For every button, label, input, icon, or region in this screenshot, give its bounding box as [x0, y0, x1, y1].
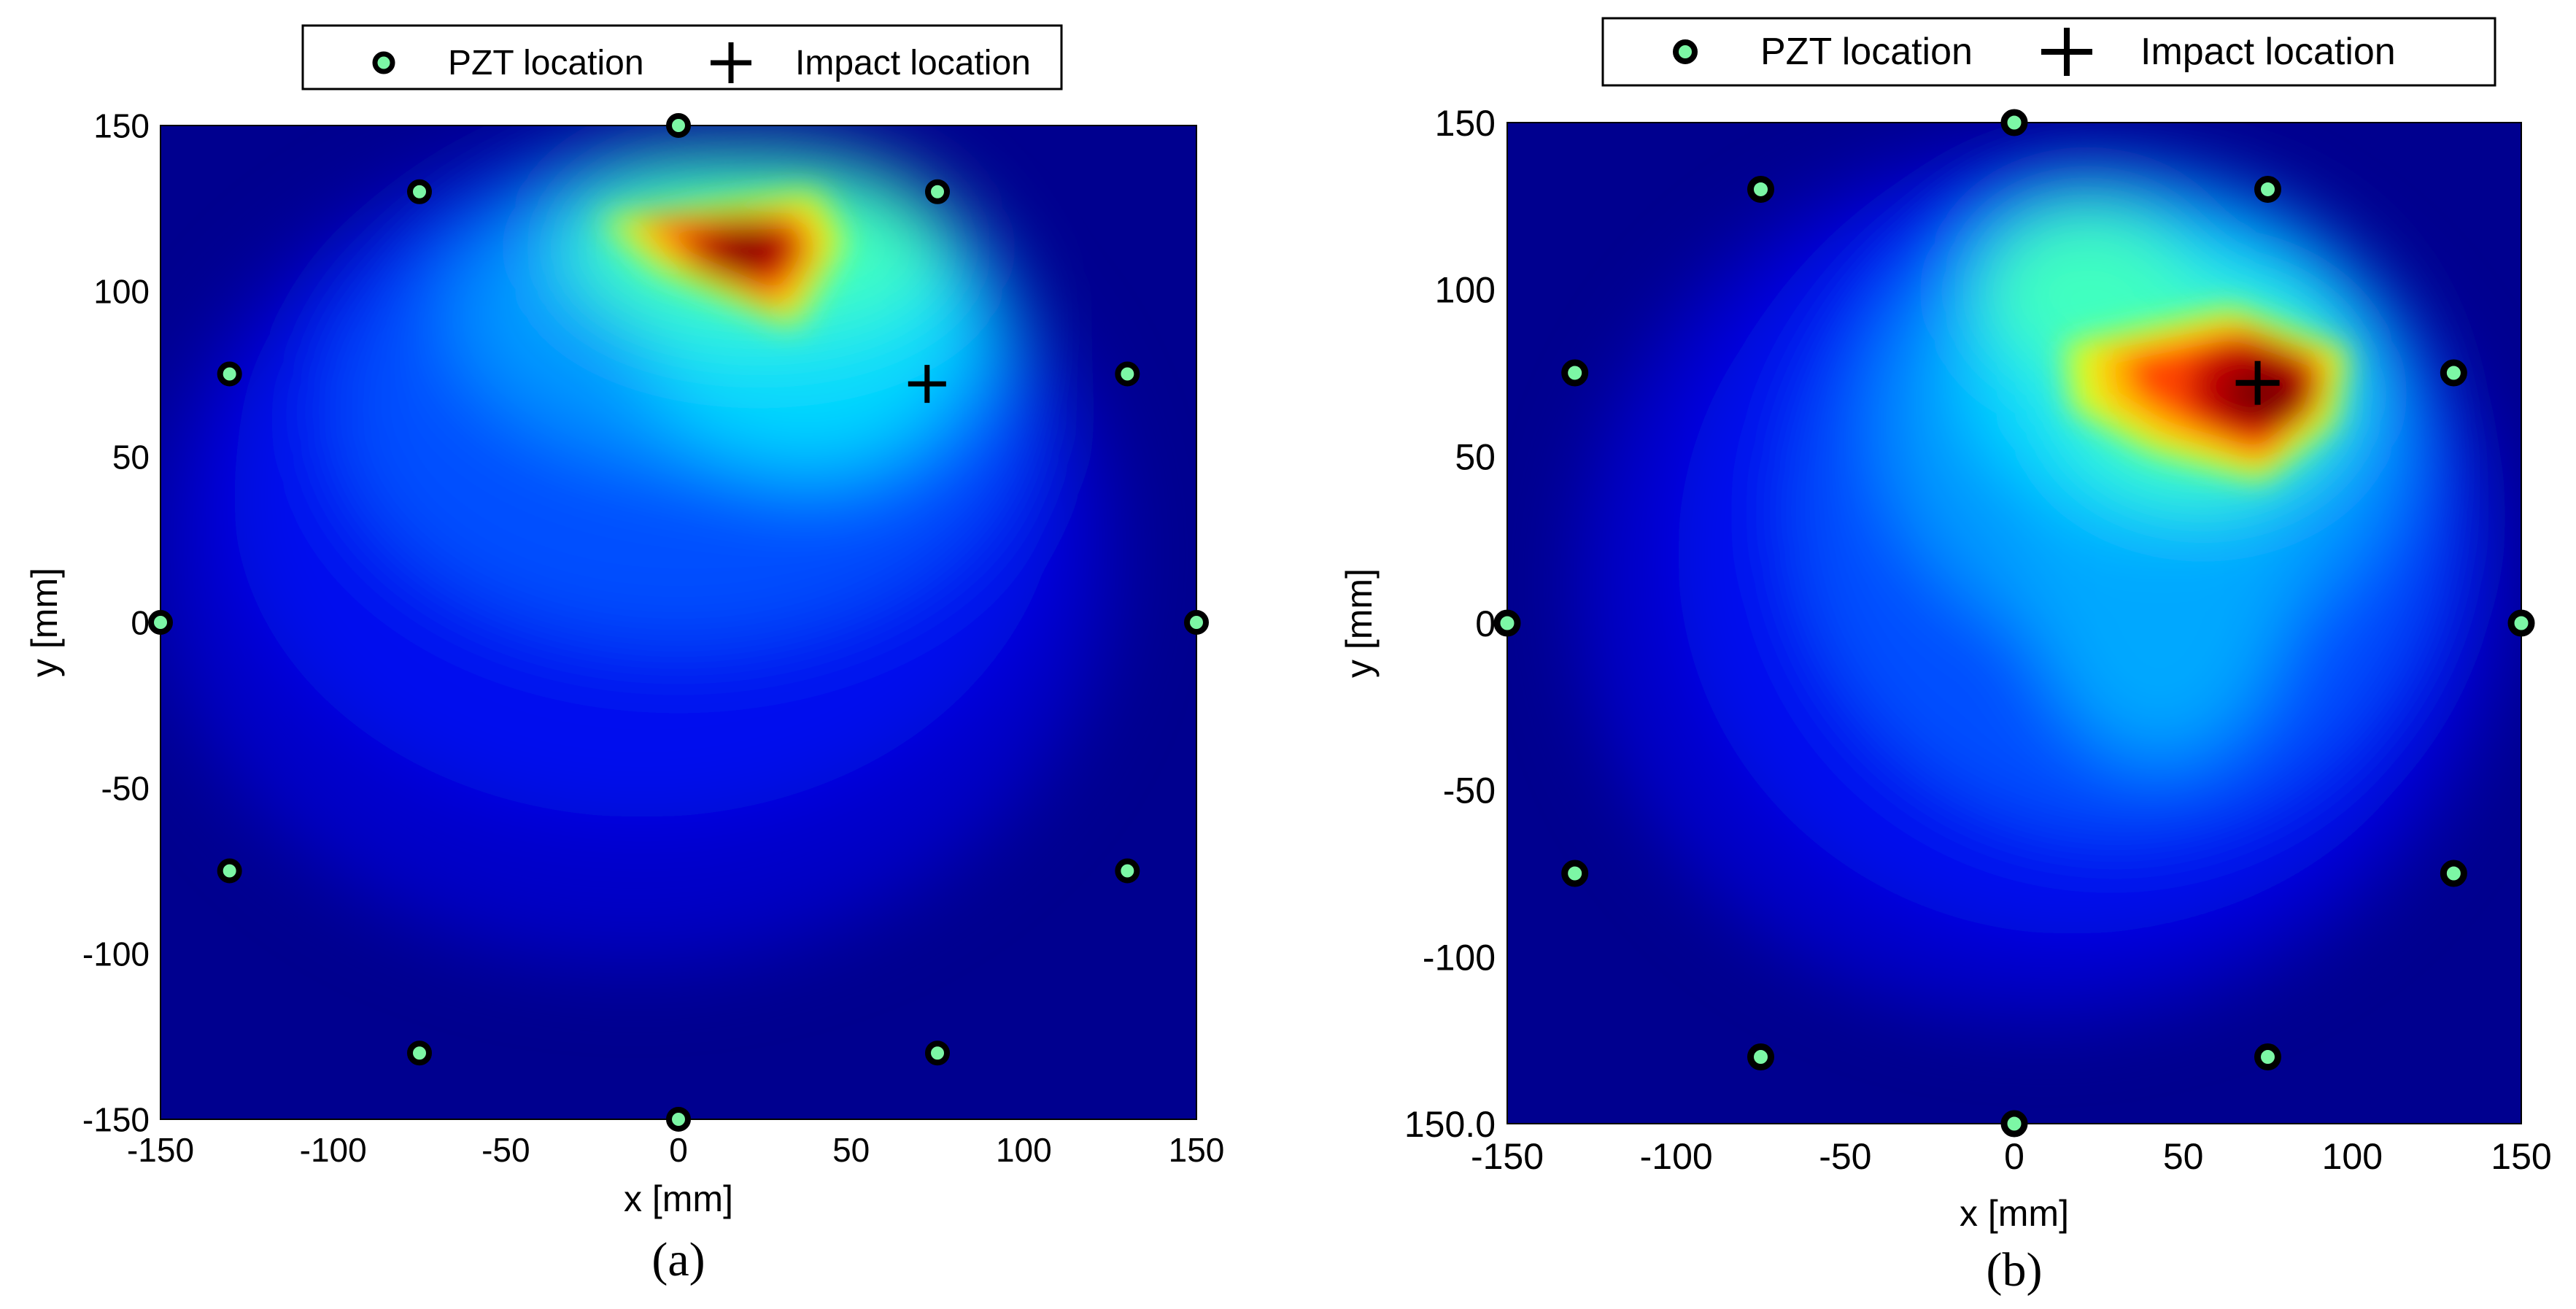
y-tick-label-b: 100: [1435, 270, 1496, 311]
x-tick-label-a: -100: [300, 1131, 367, 1169]
x-tick-label-a: 50: [832, 1131, 870, 1169]
legend-impact-label-b: Impact location: [2140, 31, 2396, 73]
heatmap-a: [160, 126, 1196, 1119]
y-tick-label-b: 50: [1455, 436, 1496, 477]
legend-box-a: [301, 24, 1063, 90]
pzt-marker-a: [1184, 610, 1209, 635]
pzt-marker-a: [1115, 361, 1140, 387]
y-tick-label-b: 0: [1475, 603, 1496, 644]
x-tick-label-a: 150: [1169, 1131, 1225, 1169]
pzt-marker-b: [2507, 609, 2535, 637]
x-tick-label-a: 0: [669, 1131, 688, 1169]
caption-a: (a): [651, 1233, 705, 1286]
pzt-marker-a: [925, 179, 950, 204]
pzt-marker-b: [1493, 609, 1521, 637]
heatmap-b-field: [1576, 146, 2510, 1022]
pzt-marker-b: [2254, 175, 2281, 203]
y-axis-label-b: y [mm]: [1339, 568, 1380, 678]
pzt-marker-b: [1561, 359, 1589, 387]
subplot-a: -150 -100 -50 0 50 100 150150100500-50-100-150…: [24, 24, 1224, 1286]
y-tick-label-a: 100: [93, 273, 150, 311]
impact-marker-a: [908, 365, 946, 403]
x-axis-label-b: x [mm]: [1960, 1193, 2069, 1234]
pzt-marker-b: [2254, 1043, 2281, 1071]
legend-impact-marker-b: [2041, 28, 2092, 76]
y-tick-label-b: 150: [1435, 103, 1496, 144]
heatmap-a-field: [160, 146, 1116, 963]
pzt-marker-b: [2000, 1110, 2028, 1138]
pzt-marker-b: [2440, 359, 2467, 387]
caption-b: (b): [1987, 1243, 2043, 1297]
y-tick-label-b: -50: [1443, 771, 1496, 811]
x-tick-label-b: -150: [1471, 1136, 1544, 1177]
y-axis-label-a: y [mm]: [24, 568, 65, 677]
markers-a: [148, 113, 1209, 1132]
axis-ticks-a: -150 -100 -50 0 50 100 150 150 100 50 0 -50 -100 -150: [82, 107, 1224, 1169]
x-tick-label-b: -100: [1640, 1136, 1713, 1177]
legend-impact-marker-a: [711, 42, 751, 83]
pzt-marker-b: [2000, 109, 2028, 136]
legend-pzt-marker-b: [1673, 39, 1698, 64]
heatmap-b: [1507, 123, 2521, 1124]
x-tick-label-b: 150: [2491, 1136, 2551, 1177]
axis-ticks-b: -150 -100 -50 0 50 100 150 150 100 50 0 -50 -100 150.…: [1404, 103, 2552, 1177]
pzt-marker-a: [925, 1040, 950, 1066]
legend-a: PZT location Impact location: [301, 24, 1063, 90]
x-tick-label-a: 100: [996, 1131, 1052, 1169]
markers-b: [1493, 109, 2535, 1138]
pzt-marker-a: [407, 179, 432, 204]
x-tick-label-b: -50: [1819, 1136, 1871, 1177]
impact-marker-b: [2235, 360, 2280, 405]
y-tick-label-a: -100: [82, 935, 150, 973]
heatmap-a-hotspot: [598, 190, 846, 328]
x-tick-label-a: -50: [481, 1131, 530, 1169]
pzt-marker-a: [148, 610, 173, 635]
y-tick-label-a: 0: [131, 604, 150, 642]
legend-pzt-marker-a: [372, 51, 395, 74]
y-tick-label-a: 150: [93, 107, 150, 145]
x-tick-label-b: 100: [2322, 1136, 2383, 1177]
y-tick-label-b: -100: [1423, 937, 1496, 978]
legend-pzt-label-b: PZT location: [1760, 31, 1973, 73]
pzt-marker-b: [1747, 1043, 1774, 1071]
pzt-marker-a: [407, 1040, 432, 1066]
y-tick-label-b: 150.0: [1404, 1104, 1496, 1145]
y-tick-label-a: 50: [112, 439, 150, 476]
pzt-marker-b: [2440, 860, 2467, 887]
pzt-marker-a: [1115, 858, 1140, 884]
legend-impact-label-a: Impact location: [795, 44, 1031, 82]
pzt-marker-a: [666, 113, 691, 138]
x-tick-label-a: -150: [127, 1131, 194, 1169]
y-tick-label-a: -50: [101, 770, 150, 808]
heatmap-b-hotspot: [2065, 306, 2349, 482]
legend-pzt-label-a: PZT location: [448, 44, 644, 82]
y-tick-label-a: -150: [82, 1101, 150, 1139]
pzt-marker-a: [666, 1107, 691, 1132]
x-tick-label-b: 50: [2163, 1136, 2204, 1177]
pzt-marker-a: [217, 858, 242, 884]
pzt-marker-a: [217, 361, 242, 387]
subplot-b: -150 -100 -50 0 50 100 150 150 100 50 0 -50 -100 150.…: [1339, 17, 2552, 1297]
legend-b: PZT location Impact location: [1601, 17, 2496, 87]
pzt-marker-b: [1747, 175, 1774, 203]
x-tick-label-b: 0: [2004, 1136, 2024, 1177]
x-axis-label-a: x [mm]: [624, 1178, 733, 1219]
pzt-marker-b: [1561, 860, 1589, 887]
